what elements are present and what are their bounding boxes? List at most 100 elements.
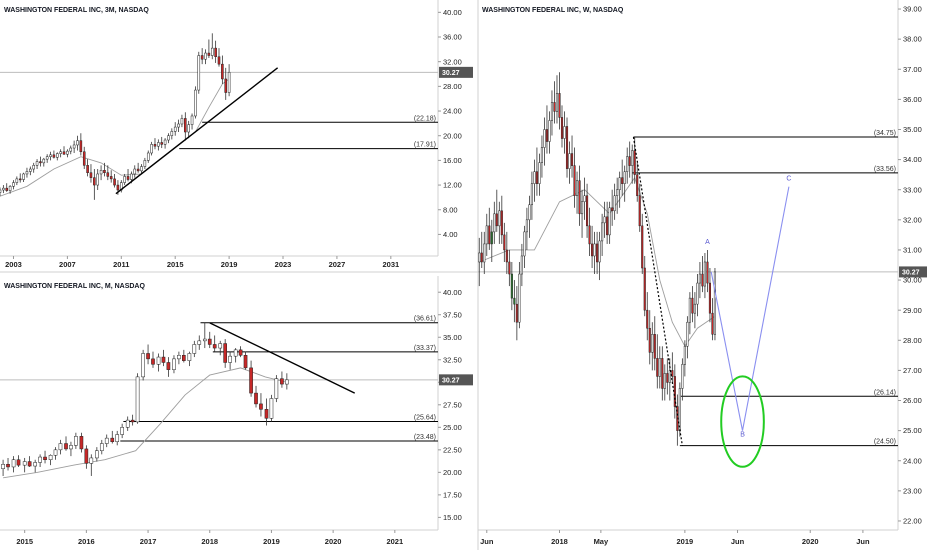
y-tick-label: 36.00 (903, 95, 922, 104)
candle-body (228, 355, 232, 363)
candle-body (58, 443, 63, 451)
candle-body (626, 156, 629, 172)
y-tick-label: 25.00 (443, 423, 462, 432)
candle-body (227, 72, 231, 93)
candle-body (180, 118, 184, 125)
candle-body (578, 180, 581, 215)
candle-body (146, 353, 150, 360)
level-label: (23.48) (414, 434, 436, 441)
candle-body (66, 150, 69, 155)
candle-body (184, 118, 187, 133)
candle-body (106, 172, 110, 177)
candle-body (593, 243, 596, 257)
moving-average-line (3, 367, 288, 479)
y-tick-label: 8.00 (443, 205, 458, 214)
wave-label: C (786, 176, 791, 183)
candle-body (558, 93, 561, 118)
trendline (115, 67, 279, 195)
candle-body (130, 173, 133, 180)
x-tick-label: Jun (480, 537, 494, 546)
y-tick-label: 28.00 (443, 82, 462, 91)
candle-body (59, 151, 62, 154)
candle-body (596, 243, 599, 263)
y-tick-label: 27.00 (903, 366, 922, 375)
candle-body (170, 131, 174, 136)
candle-body (249, 367, 253, 394)
candle-body (82, 151, 86, 166)
y-tick-label: 28.00 (903, 336, 922, 345)
x-tick-label: Jun (856, 537, 870, 546)
candle-body (713, 271, 717, 335)
candle-body (86, 165, 89, 173)
candle-body (1, 463, 5, 470)
level-label: (33.56) (874, 166, 896, 173)
candle-body (79, 436, 84, 450)
candle-body (678, 388, 681, 431)
x-tick-label: 2015 (16, 537, 33, 546)
candle-body (32, 165, 35, 170)
level-label: (36.61) (414, 316, 436, 323)
wave-label: B (740, 432, 745, 439)
candle-body (565, 126, 569, 169)
candle-body (545, 129, 549, 142)
x-tick-label: 2027 (329, 260, 346, 269)
y-tick-label: 27.50 (443, 400, 462, 409)
candle-body (530, 183, 533, 206)
candle-body (563, 126, 566, 139)
y-tick-label: 34.00 (903, 155, 922, 164)
y-tick-label: 32.00 (903, 215, 922, 224)
wave-projection-path (710, 186, 790, 431)
candle-body (666, 373, 669, 383)
candle-body (125, 419, 130, 428)
candle-body (113, 178, 116, 186)
y-tick-label: 24.00 (903, 456, 922, 465)
candle-body (495, 213, 498, 227)
candle-body (38, 456, 42, 463)
candle-body (177, 123, 180, 128)
candle-body (540, 147, 543, 163)
x-tick-label: Jun (731, 537, 745, 546)
candle-body (583, 195, 586, 203)
candle-body (104, 437, 109, 444)
candle-body (518, 273, 521, 323)
trendline (209, 322, 356, 394)
candle-body (550, 102, 554, 121)
candle-body (151, 358, 155, 365)
y-tick-label: 17.50 (443, 490, 462, 499)
level-label: (17.91) (414, 142, 436, 149)
candle-body (99, 170, 103, 175)
candle-body (110, 437, 115, 442)
y-tick-label: 36.00 (443, 33, 462, 42)
candle-body (274, 378, 279, 399)
candle-body (167, 135, 170, 141)
dotted-trendline (632, 136, 683, 446)
candle-body (11, 459, 16, 468)
wave-label: A (705, 239, 710, 246)
candle-body (143, 160, 147, 167)
x-tick-label: 2019 (221, 260, 238, 269)
candle-body (691, 297, 694, 314)
monthly-title: WASHINGTON FEDERAL INC, M, NASDAQ (4, 283, 145, 290)
candle-body (136, 168, 140, 172)
x-tick-label: 2019 (677, 537, 694, 546)
last-price-label: 30.27 (442, 377, 460, 384)
candle-body (0, 189, 2, 193)
candle-body (633, 150, 636, 175)
candle-body (543, 129, 546, 148)
candle-body (62, 151, 66, 155)
candle-body (515, 303, 518, 323)
candle-body (29, 168, 32, 172)
candle-body (12, 182, 15, 187)
candle-body (115, 434, 120, 442)
y-tick-label: 12.00 (443, 181, 462, 190)
candle-body (146, 152, 150, 161)
candle-body (668, 370, 671, 383)
candle-body (76, 140, 79, 146)
candle-body (18, 178, 22, 181)
candle-body (643, 267, 646, 311)
candle-body (651, 334, 654, 353)
candle-body (48, 454, 53, 460)
candle-body (663, 373, 666, 389)
candle-body (214, 47, 217, 58)
